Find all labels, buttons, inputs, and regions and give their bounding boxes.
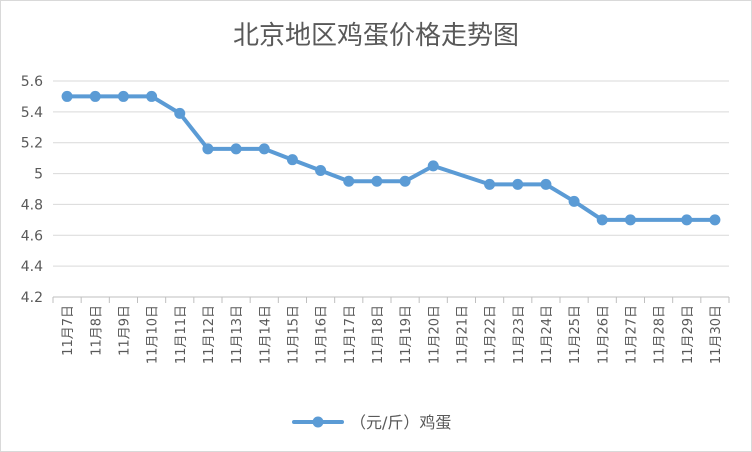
legend-marker bbox=[312, 416, 324, 428]
x-tick-label: 11月20日 bbox=[427, 305, 442, 364]
y-tick-label: 4.8 bbox=[21, 197, 43, 213]
y-tick-label: 4.2 bbox=[21, 290, 43, 306]
y-tick-label: 5 bbox=[34, 167, 43, 183]
data-point bbox=[202, 143, 214, 155]
x-tick-label: 11月28日 bbox=[653, 305, 668, 364]
data-point bbox=[399, 175, 411, 187]
data-point bbox=[89, 90, 101, 102]
x-tick-label: 11月10日 bbox=[146, 305, 161, 364]
data-point bbox=[709, 214, 721, 226]
x-tick-label: 11月26日 bbox=[596, 305, 611, 364]
chart-title: 北京地区鸡蛋价格走势图 bbox=[232, 21, 519, 51]
data-point bbox=[174, 107, 186, 119]
data-point bbox=[484, 178, 496, 190]
series-line bbox=[65, 94, 717, 222]
data-point bbox=[596, 214, 608, 226]
data-point bbox=[371, 175, 383, 187]
data-point bbox=[230, 143, 242, 155]
legend-label: （元/斤）鸡蛋 bbox=[350, 413, 451, 432]
x-tick-label: 11月7日 bbox=[61, 305, 76, 356]
x-tick-label: 11月12日 bbox=[202, 305, 217, 364]
data-point bbox=[512, 178, 524, 190]
x-tick-label: 11月23日 bbox=[512, 305, 527, 364]
y-tick-label: 5.6 bbox=[21, 74, 43, 90]
data-point bbox=[117, 90, 129, 102]
x-tick-label: 11月17日 bbox=[343, 305, 358, 364]
x-tick-label: 11月30日 bbox=[709, 305, 724, 364]
x-tick-label: 11月21日 bbox=[455, 305, 470, 364]
x-tick-label: 11月8日 bbox=[89, 305, 104, 356]
x-tick-label: 11月24日 bbox=[540, 305, 555, 364]
x-tick-label: 11月29日 bbox=[681, 305, 696, 364]
data-point bbox=[681, 214, 693, 226]
y-tick-label: 4.4 bbox=[21, 259, 43, 275]
y-tick-label: 5.4 bbox=[21, 105, 43, 121]
data-point bbox=[146, 90, 158, 102]
x-tick-label: 11月22日 bbox=[484, 305, 499, 364]
data-point bbox=[343, 175, 355, 187]
data-point bbox=[286, 154, 298, 166]
x-tick-label: 11月9日 bbox=[117, 305, 132, 356]
data-point bbox=[258, 143, 270, 155]
data-point bbox=[568, 195, 580, 207]
x-tick-label: 11月16日 bbox=[315, 305, 330, 364]
x-tick-label: 11月15日 bbox=[286, 305, 301, 364]
data-point bbox=[61, 90, 73, 102]
x-tick-label: 11月18日 bbox=[371, 305, 386, 364]
data-point bbox=[624, 214, 636, 226]
data-point bbox=[427, 160, 439, 172]
y-tick-label: 4.6 bbox=[21, 228, 43, 244]
x-tick-label: 11月11日 bbox=[174, 305, 189, 364]
data-point bbox=[315, 164, 327, 176]
data-point bbox=[540, 178, 552, 190]
x-tick-label: 11月19日 bbox=[399, 305, 414, 364]
y-tick-label: 5.2 bbox=[21, 136, 43, 152]
x-tick-label: 11月13日 bbox=[230, 305, 245, 364]
x-tick-label: 11月14日 bbox=[258, 305, 273, 364]
x-tick-label: 11月27日 bbox=[624, 305, 639, 364]
x-tick-label: 11月25日 bbox=[568, 305, 583, 364]
